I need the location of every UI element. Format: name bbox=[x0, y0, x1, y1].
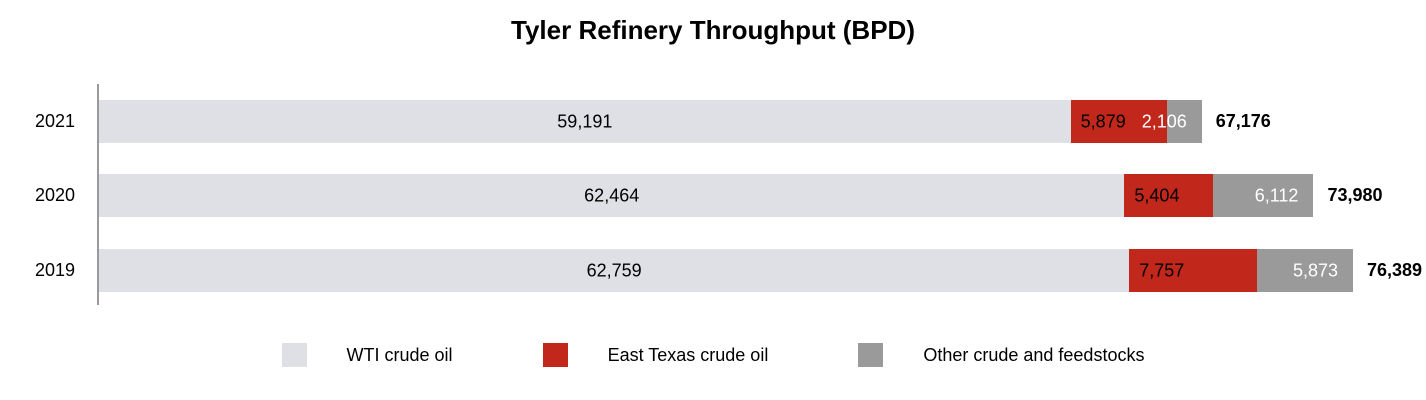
bar-segment-other-crude-and-feedstocks: 5,873 bbox=[1256, 249, 1353, 292]
bar-segment-value-label: 5,879 bbox=[1080, 111, 1126, 131]
bar-segment-value-label: 6,112 bbox=[1254, 185, 1299, 205]
bar-segment-east-texas-crude-oil: 7,757 bbox=[1129, 249, 1257, 292]
category-label-2020: 2020 bbox=[34, 185, 75, 205]
bar-segment-value-label: 62,464 bbox=[584, 185, 640, 205]
legend-label-east-texas-crude-oil: East Texas crude oil bbox=[607, 344, 769, 365]
bar-segment-value-label: 59,191 bbox=[557, 111, 613, 131]
bar-segment-east-texas-crude-oil: 5,879 bbox=[1070, 100, 1168, 143]
bar-row-2021: 2021 59,191 5,879 2,106 67,176 bbox=[0, 100, 1426, 143]
legend-label-wti-crude-oil: WTI crude oil bbox=[346, 344, 453, 365]
category-label-2019: 2019 bbox=[34, 260, 75, 280]
chart-title: Tyler Refinery Throughput (BPD) bbox=[511, 15, 915, 45]
bar-segment-value-label: 62,759 bbox=[586, 260, 642, 280]
legend-swatch-other-crude-and-feedstocks bbox=[858, 343, 884, 367]
bar-segment-value-label: 7,757 bbox=[1139, 260, 1185, 280]
bar-segment-value-label: 5,404 bbox=[1134, 185, 1180, 205]
y-axis-line bbox=[97, 84, 99, 305]
bar-segment-other-crude-and-feedstocks: 2,106 bbox=[1142, 100, 1202, 143]
legend-swatch-wti-crude-oil bbox=[281, 343, 307, 367]
category-label-2021: 2021 bbox=[34, 111, 75, 131]
legend: WTI crude oil East Texas crude oil Other… bbox=[0, 343, 1426, 367]
stacked-bar-2020: 62,464 5,404 6,112 bbox=[99, 174, 1314, 217]
stacked-bar-2021: 59,191 5,879 2,106 bbox=[99, 100, 1202, 143]
bar-row-2019: 2019 62,759 7,757 5,873 76,389 bbox=[0, 249, 1426, 292]
total-label-2021: 67,176 bbox=[1215, 111, 1271, 131]
bar-segment-other-crude-and-feedstocks: 6,112 bbox=[1213, 174, 1314, 217]
bar-segment-wti-crude-oil: 62,464 bbox=[99, 174, 1125, 217]
legend-label-other-crude-and-feedstocks: Other crude and feedstocks bbox=[923, 344, 1145, 365]
plot-area: 2021 59,191 5,879 2,106 67,176 2020 62,464 5,40… bbox=[0, 84, 1426, 305]
total-label-2020: 73,980 bbox=[1327, 185, 1383, 205]
bar-row-2020: 2020 62,464 5,404 6,112 73,980 bbox=[0, 174, 1426, 217]
bar-segment-value-label: 5,873 bbox=[1292, 260, 1338, 280]
bar-segment-wti-crude-oil: 59,191 bbox=[99, 100, 1071, 143]
bar-segment-value-label: 2,106 bbox=[1141, 111, 1187, 131]
total-label-2019: 76,389 bbox=[1367, 260, 1423, 280]
stacked-bar-2019: 62,759 7,757 5,873 bbox=[99, 249, 1353, 292]
bar-segment-east-texas-crude-oil: 5,404 bbox=[1124, 174, 1214, 217]
legend-swatch-east-texas-crude-oil bbox=[542, 343, 568, 367]
legend-item-wti-crude-oil: WTI crude oil bbox=[281, 343, 453, 367]
legend-item-east-texas-crude-oil: East Texas crude oil bbox=[542, 343, 769, 367]
legend-item-other-crude-and-feedstocks: Other crude and feedstocks bbox=[858, 343, 1144, 367]
bar-segment-wti-crude-oil: 62,759 bbox=[99, 249, 1130, 292]
